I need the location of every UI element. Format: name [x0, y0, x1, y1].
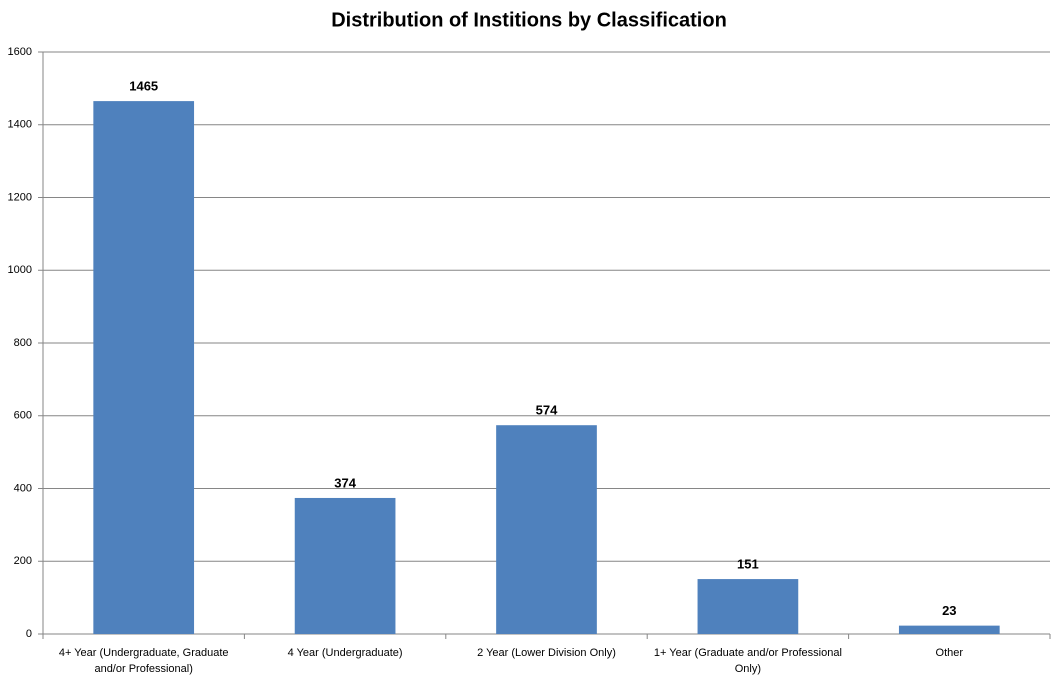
y-tick-label: 0: [26, 628, 32, 640]
y-tick-label: 600: [14, 410, 32, 422]
x-tick-label: 1+ Year (Graduate and/or Professional On…: [653, 647, 842, 675]
x-tick-label: 4+ Year (Undergraduate, Graduate and/or …: [58, 647, 229, 675]
x-tick-label: 2 Year (Lower Division Only): [477, 647, 616, 659]
y-tick-label: 400: [14, 482, 32, 494]
value-label: 1465: [129, 79, 158, 94]
value-label: 574: [536, 403, 558, 418]
y-tick-label: 200: [14, 555, 32, 567]
x-tick-label: 4 Year (Undergraduate): [287, 647, 403, 659]
y-tick-label: 800: [14, 337, 32, 349]
value-label: 374: [334, 475, 356, 490]
y-tick-label: 1200: [8, 191, 32, 203]
bar: [697, 579, 799, 634]
bar: [898, 625, 1000, 634]
value-label: 23: [942, 603, 956, 618]
value-label: 151: [737, 557, 759, 572]
y-tick-label: 1400: [8, 119, 32, 131]
y-tick-label: 1000: [8, 264, 32, 276]
x-tick-label: Other: [935, 647, 964, 659]
bar: [496, 425, 597, 634]
bar: [93, 101, 195, 634]
chart-title: Distribution of Institions by Classifica…: [331, 9, 727, 31]
y-tick-label: 1600: [8, 46, 32, 58]
bar: [294, 497, 396, 634]
